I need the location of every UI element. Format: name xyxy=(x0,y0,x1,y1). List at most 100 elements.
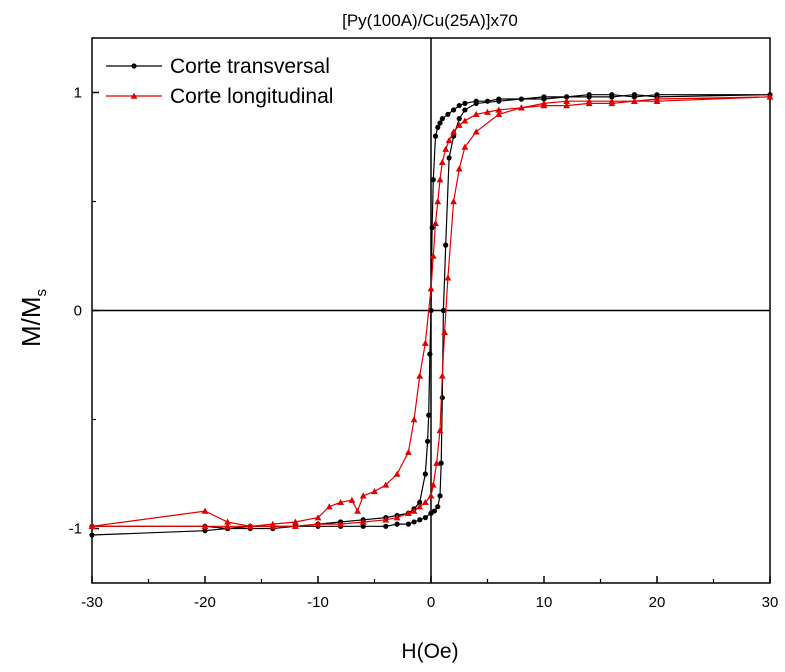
data-point xyxy=(462,100,468,106)
legend-item: Corte transversal xyxy=(106,55,330,78)
data-point xyxy=(434,198,442,205)
data-point xyxy=(436,427,444,434)
data-point xyxy=(422,471,428,477)
data-point xyxy=(325,503,333,510)
data-point xyxy=(337,520,344,527)
data-point xyxy=(432,133,439,139)
data-point xyxy=(432,219,439,227)
data-point xyxy=(433,459,441,466)
data-point xyxy=(451,107,457,113)
legend-label: Corte longitudinal xyxy=(170,85,333,108)
data-point xyxy=(450,198,457,205)
data-point xyxy=(359,492,367,499)
data-point xyxy=(441,328,448,336)
legend-marker xyxy=(130,92,138,99)
data-point xyxy=(462,107,468,113)
data-point xyxy=(405,509,412,516)
y-axis-label-main: M/M xyxy=(16,296,46,347)
data-point xyxy=(88,522,96,530)
data-point xyxy=(461,117,469,124)
data-point xyxy=(484,98,491,104)
data-point xyxy=(354,507,361,514)
data-point xyxy=(450,128,457,135)
data-point xyxy=(337,498,344,506)
data-point xyxy=(631,92,638,98)
data-point xyxy=(563,102,570,109)
data-point xyxy=(439,116,445,122)
data-point xyxy=(427,351,433,357)
data-point xyxy=(427,285,435,292)
data-point xyxy=(435,124,441,130)
data-point xyxy=(541,96,547,102)
data-point xyxy=(314,514,322,521)
data-point xyxy=(456,102,462,109)
data-point xyxy=(442,145,450,152)
data-point xyxy=(429,481,437,488)
y-tick-label: 0 xyxy=(74,303,82,320)
x-tick-label: 30 xyxy=(762,594,779,611)
data-point xyxy=(224,522,231,530)
data-point xyxy=(495,106,503,113)
data-point xyxy=(428,510,434,516)
data-point xyxy=(246,522,254,530)
data-point xyxy=(421,498,429,506)
data-point xyxy=(586,94,592,100)
data-point xyxy=(484,108,491,115)
data-point xyxy=(201,507,209,514)
data-point xyxy=(393,470,401,477)
data-point xyxy=(438,372,446,379)
data-point xyxy=(540,100,548,107)
x-tick-label: -20 xyxy=(194,594,216,611)
data-point xyxy=(429,225,435,231)
data-point xyxy=(382,481,390,488)
data-point xyxy=(417,499,423,505)
data-point xyxy=(585,97,593,104)
data-point xyxy=(564,94,570,100)
data-point xyxy=(430,177,436,183)
y-tick-label: -1 xyxy=(69,521,82,538)
data-point xyxy=(496,98,502,104)
data-point xyxy=(360,523,366,529)
data-point xyxy=(405,448,412,455)
data-point xyxy=(563,97,570,104)
data-point xyxy=(608,97,616,104)
data-point xyxy=(427,492,435,499)
data-point xyxy=(437,120,443,126)
data-point xyxy=(292,522,299,530)
data-point xyxy=(456,116,462,122)
data-point xyxy=(405,521,411,527)
data-point xyxy=(371,488,378,495)
data-point xyxy=(435,504,441,510)
data-point xyxy=(416,503,424,510)
data-point xyxy=(359,518,367,525)
data-point xyxy=(410,507,418,514)
data-point xyxy=(314,520,322,527)
data-point xyxy=(422,515,428,521)
x-tick-label: 20 xyxy=(649,594,666,611)
data-point xyxy=(518,104,525,111)
data-point xyxy=(425,438,431,444)
chart-title: [Py(100A)/Cu(25A)]x70 xyxy=(342,11,518,30)
data-point xyxy=(383,523,389,529)
data-point xyxy=(269,522,277,530)
data-point xyxy=(473,100,479,106)
x-axis: -30 -20 -10 0 10 20 30 xyxy=(81,576,778,611)
y-axis-label-group: M/Ms xyxy=(16,289,50,347)
data-point xyxy=(394,521,400,527)
data-point xyxy=(446,155,452,161)
data-point xyxy=(609,94,615,100)
data-point xyxy=(417,517,423,523)
data-point xyxy=(382,516,390,523)
data-point xyxy=(426,412,432,418)
x-axis-label: H(Oe) xyxy=(401,640,458,663)
series-layer xyxy=(88,92,774,538)
legend: Corte transversal Corte longitudinal xyxy=(106,55,333,108)
y-axis-label-subscript: s xyxy=(33,289,50,297)
data-point xyxy=(444,274,452,281)
data-point xyxy=(410,416,418,423)
y-axis-label: M/Ms xyxy=(16,289,50,347)
data-point xyxy=(224,518,231,525)
data-point xyxy=(421,339,429,346)
data-point xyxy=(766,93,774,100)
